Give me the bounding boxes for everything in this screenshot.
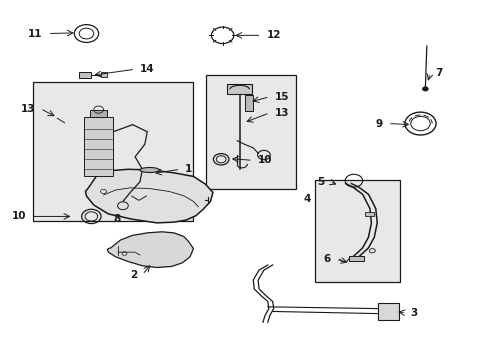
Bar bbox=[79, 72, 91, 78]
Text: 10: 10 bbox=[12, 211, 27, 221]
Text: 4: 4 bbox=[303, 194, 310, 203]
Text: 5: 5 bbox=[317, 177, 324, 187]
Text: 8: 8 bbox=[113, 214, 121, 224]
Text: 14: 14 bbox=[140, 64, 154, 74]
Text: 11: 11 bbox=[28, 28, 42, 39]
Text: 10: 10 bbox=[257, 156, 271, 165]
Bar bbox=[245, 95, 252, 111]
Bar bbox=[84, 117, 113, 176]
Bar bbox=[90, 110, 107, 117]
Text: 15: 15 bbox=[274, 92, 288, 102]
Text: 1: 1 bbox=[185, 164, 192, 174]
Text: 3: 3 bbox=[410, 308, 417, 318]
Text: 12: 12 bbox=[266, 30, 280, 40]
Circle shape bbox=[422, 87, 427, 91]
Text: 13: 13 bbox=[274, 108, 288, 118]
Bar bbox=[101, 72, 107, 77]
Polygon shape bbox=[85, 169, 212, 223]
Bar bbox=[227, 84, 251, 94]
Bar bbox=[377, 303, 398, 320]
Text: 7: 7 bbox=[434, 68, 442, 78]
Bar bbox=[33, 82, 193, 221]
Text: 2: 2 bbox=[130, 270, 137, 280]
Text: 6: 6 bbox=[323, 254, 330, 264]
Bar bbox=[205, 75, 295, 189]
Text: 9: 9 bbox=[375, 118, 382, 129]
Text: 13: 13 bbox=[21, 104, 35, 113]
Polygon shape bbox=[107, 232, 193, 267]
Bar bbox=[348, 256, 363, 261]
Bar bbox=[364, 212, 373, 216]
Ellipse shape bbox=[140, 167, 159, 172]
Bar bbox=[314, 180, 399, 282]
